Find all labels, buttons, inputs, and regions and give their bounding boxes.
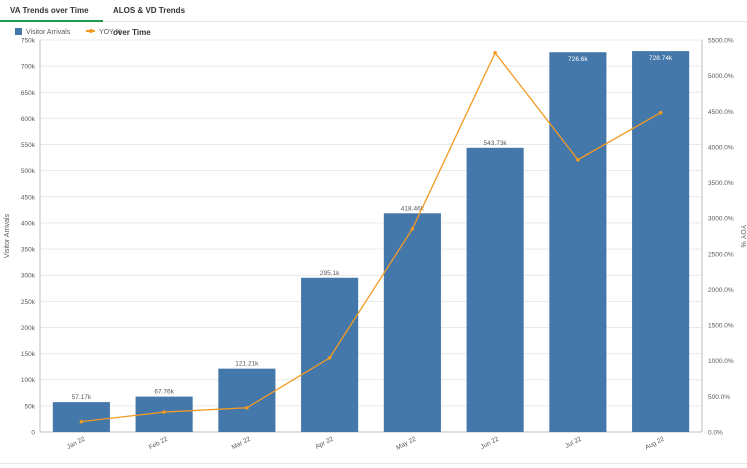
y2-tick-label: 3000.0% xyxy=(708,216,734,223)
y-tick-label: 250k xyxy=(21,299,36,306)
bar xyxy=(549,52,607,432)
bar-data-label: 57.17k xyxy=(72,394,92,401)
x-tick-label: Mar 22 xyxy=(231,435,252,451)
y-axis-title: Visitor Arrivals xyxy=(4,213,11,258)
legend-line-swatch-icon xyxy=(86,28,95,34)
y2-tick-label: 500.0% xyxy=(708,394,730,401)
y-tick-label: 100k xyxy=(21,377,36,384)
bar-data-label: 726.6k xyxy=(568,56,588,63)
x-tick-label: Jun 22 xyxy=(480,435,501,451)
y-tick-label: 550k xyxy=(21,142,36,149)
y-tick-label: 500k xyxy=(21,168,36,175)
y-tick-label: 450k xyxy=(21,194,36,201)
y-tick-label: 700k xyxy=(21,64,36,71)
x-tick-label: Jul 22 xyxy=(564,435,583,450)
y2-tick-label: 3500.0% xyxy=(708,180,734,187)
yoy-point xyxy=(162,410,166,414)
y-tick-label: 300k xyxy=(21,273,36,280)
yoy-point xyxy=(79,419,84,424)
bar xyxy=(52,402,110,432)
bar-data-label: 295.1k xyxy=(320,270,340,277)
x-tick-label: Aug 22 xyxy=(644,435,666,451)
yoy-point xyxy=(576,157,580,162)
x-tick-label: Apr 22 xyxy=(314,435,335,450)
x-tick-label: Feb 22 xyxy=(148,435,169,451)
sheet-tab-bar: VA Trends over Time ALOS & VD Trends ove… xyxy=(0,0,747,37)
yoy-point xyxy=(245,405,249,410)
yoy-line xyxy=(81,51,661,423)
bar xyxy=(632,51,690,433)
bottom-border xyxy=(0,463,747,464)
y2-tick-label: 5000.0% xyxy=(708,73,734,80)
yoy-point xyxy=(327,356,332,360)
y-tick-label: 750k xyxy=(21,38,36,45)
y-tick-label: 200k xyxy=(21,325,36,332)
bar xyxy=(301,277,359,432)
bar-data-label: 728.74k xyxy=(649,55,673,62)
yoy-point xyxy=(493,51,497,55)
y-tick-label: 150k xyxy=(21,351,36,358)
y2-tick-label: 2000.0% xyxy=(708,287,734,294)
yoy-point xyxy=(410,227,415,231)
legend-label-yoy: YOY % xyxy=(99,29,122,36)
y2-tick-label: 0.0% xyxy=(708,430,723,437)
y2-tick-label: 5500.0% xyxy=(708,38,734,45)
bar-data-label: 67.76k xyxy=(154,389,174,396)
y2-tick-label: 2500.0% xyxy=(708,251,734,258)
y2-axis-title: YOY % xyxy=(739,225,746,248)
bar-data-label: 543.73k xyxy=(484,140,508,147)
y-tick-label: 50k xyxy=(25,403,36,410)
x-tick-label: Jan 22 xyxy=(66,435,87,451)
bar-data-label: 418.46k xyxy=(401,205,425,212)
legend-item-yoy[interactable]: YOY % xyxy=(86,28,122,38)
legend-label-visitor-arrivals: Visitor Arrivals xyxy=(26,29,71,36)
y-tick-label: 600k xyxy=(21,116,36,123)
bar xyxy=(383,213,441,432)
legend-bar-swatch-icon xyxy=(15,28,22,35)
y2-tick-label: 4000.0% xyxy=(708,144,734,151)
y-tick-label: 350k xyxy=(21,247,36,254)
legend-item-visitor-arrivals[interactable]: Visitor Arrivals xyxy=(15,28,70,38)
x-tick-label: May 22 xyxy=(395,435,417,451)
bar xyxy=(466,147,524,432)
y2-tick-label: 1000.0% xyxy=(708,358,734,365)
y2-tick-label: 1500.0% xyxy=(708,323,734,330)
yoy-point xyxy=(658,110,663,115)
bar-data-label: 121.21k xyxy=(235,361,259,368)
tab-va-trends[interactable]: VA Trends over Time xyxy=(0,0,103,22)
y2-tick-label: 4500.0% xyxy=(708,109,734,116)
y-tick-label: 650k xyxy=(21,90,36,97)
tab-alos-vd-trends[interactable]: ALOS & VD Trends over Time xyxy=(113,6,186,37)
bar xyxy=(218,368,276,432)
y-tick-label: 400k xyxy=(21,220,36,227)
y-tick-label: 0 xyxy=(31,430,35,437)
